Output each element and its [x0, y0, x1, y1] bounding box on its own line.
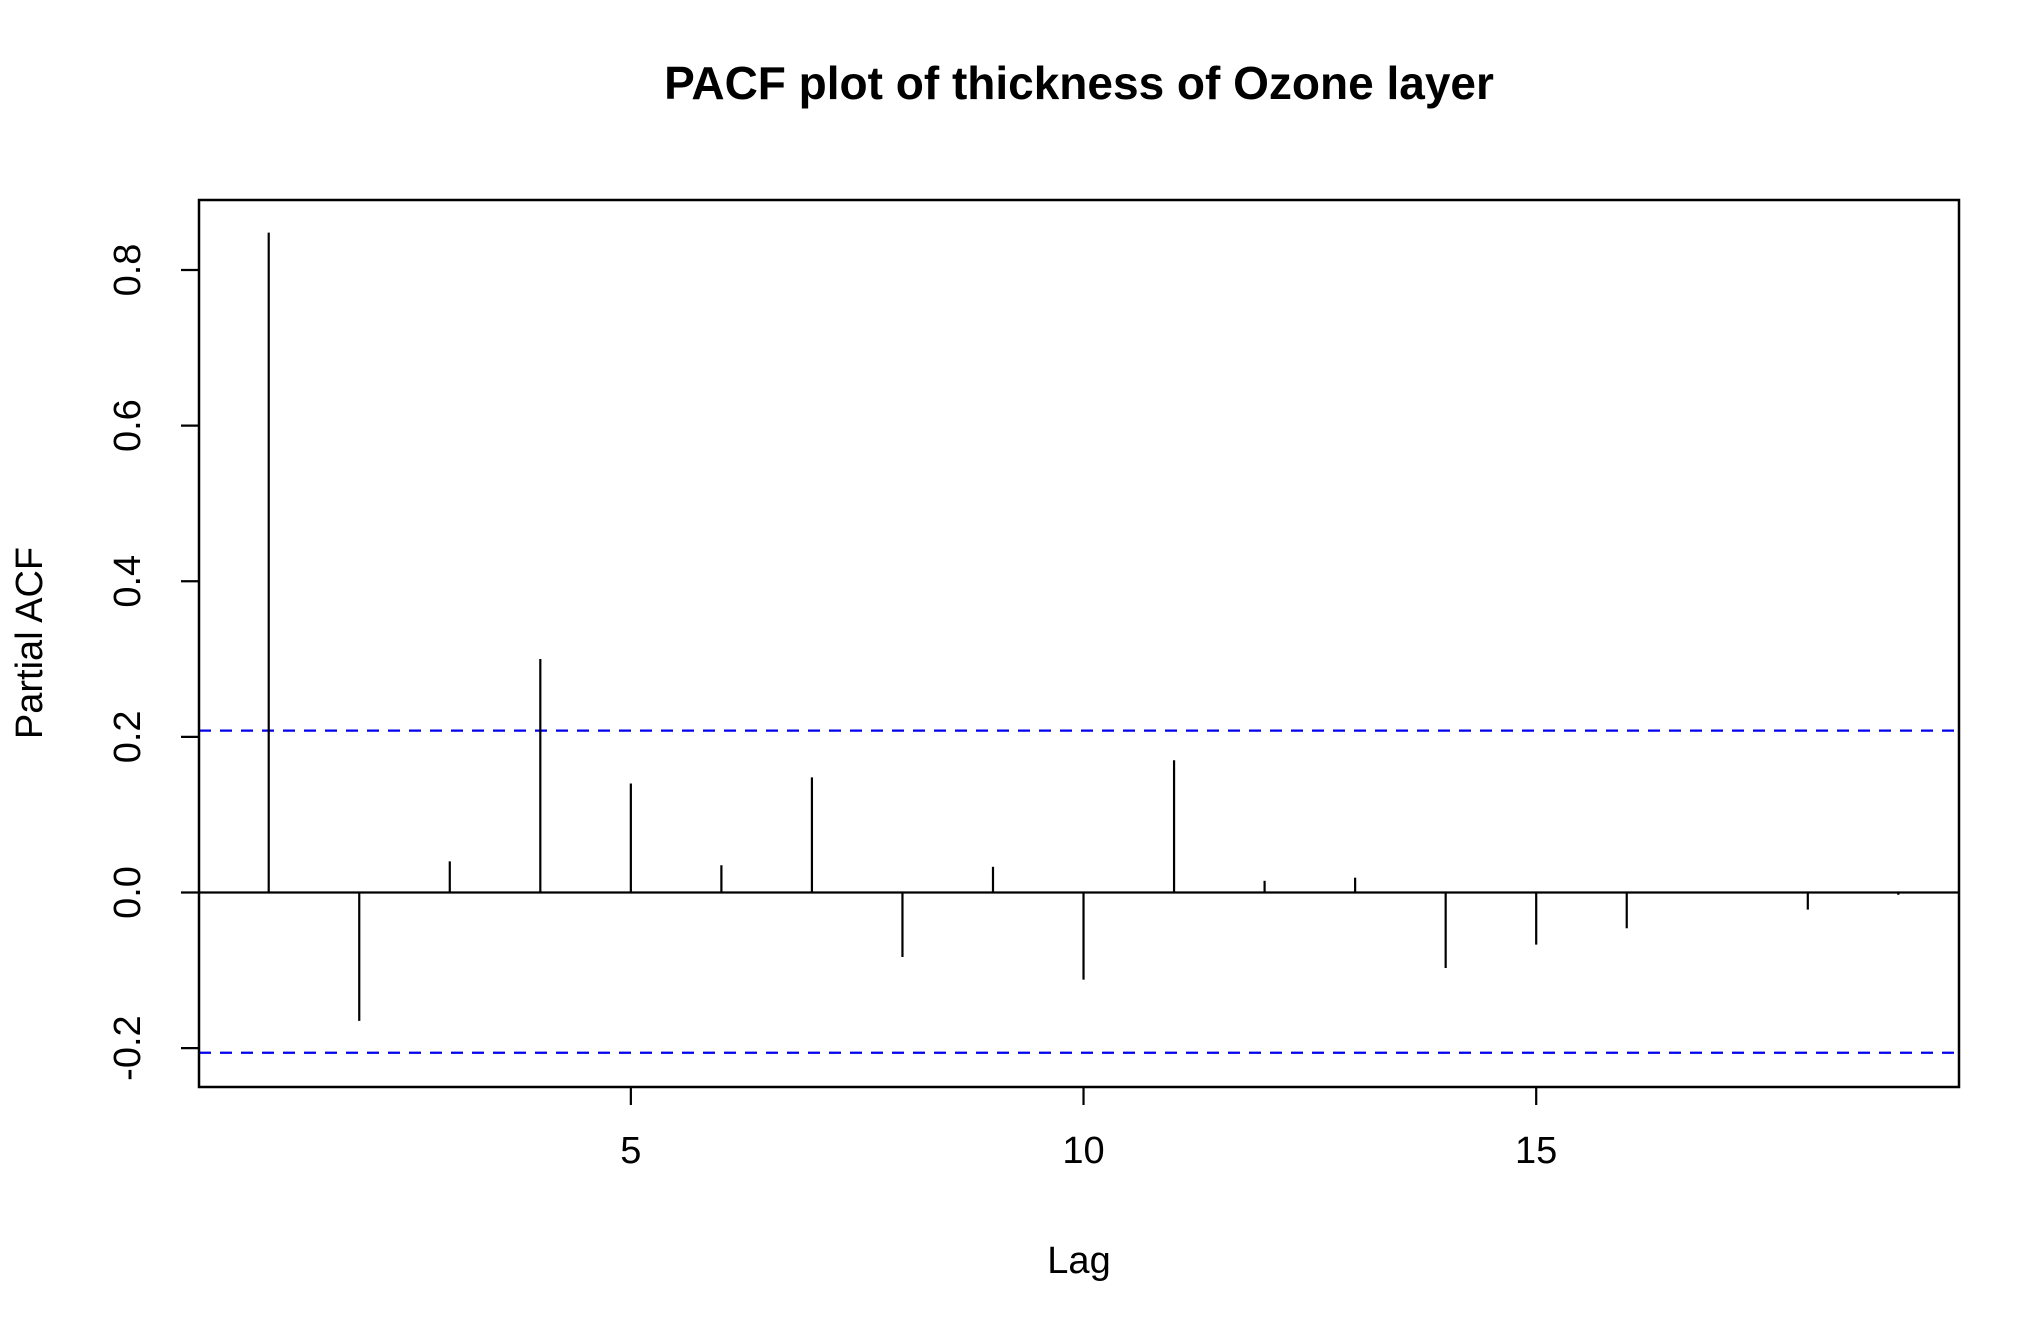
y-axis-label: Partial ACF [9, 547, 51, 739]
plot-area [199, 232, 1959, 1054]
y-tick-label-0.6: 0.6 [107, 399, 149, 452]
y-tick-label-0.8: 0.8 [107, 244, 149, 297]
x-tick-label-15: 15 [1515, 1130, 1557, 1172]
x-tick-label-10: 10 [1062, 1130, 1104, 1172]
y-tick-label-0.4: 0.4 [107, 555, 149, 608]
x-axis-label: Lag [1047, 1240, 1110, 1282]
y-axis: -0.2 0.0 0.2 0.4 0.6 0.8 [107, 244, 199, 1081]
x-axis: 5 10 15 [620, 1087, 1557, 1172]
x-tick-label-5: 5 [620, 1130, 641, 1172]
y-tick-label-0.2: 0.2 [107, 710, 149, 763]
y-tick-label-0.0: 0.0 [107, 866, 149, 919]
chart-title: PACF plot of thickness of Ozone layer [664, 57, 1494, 109]
y-tick-label--0.2: -0.2 [107, 1015, 149, 1080]
plot-frame [197, 198, 1961, 1089]
